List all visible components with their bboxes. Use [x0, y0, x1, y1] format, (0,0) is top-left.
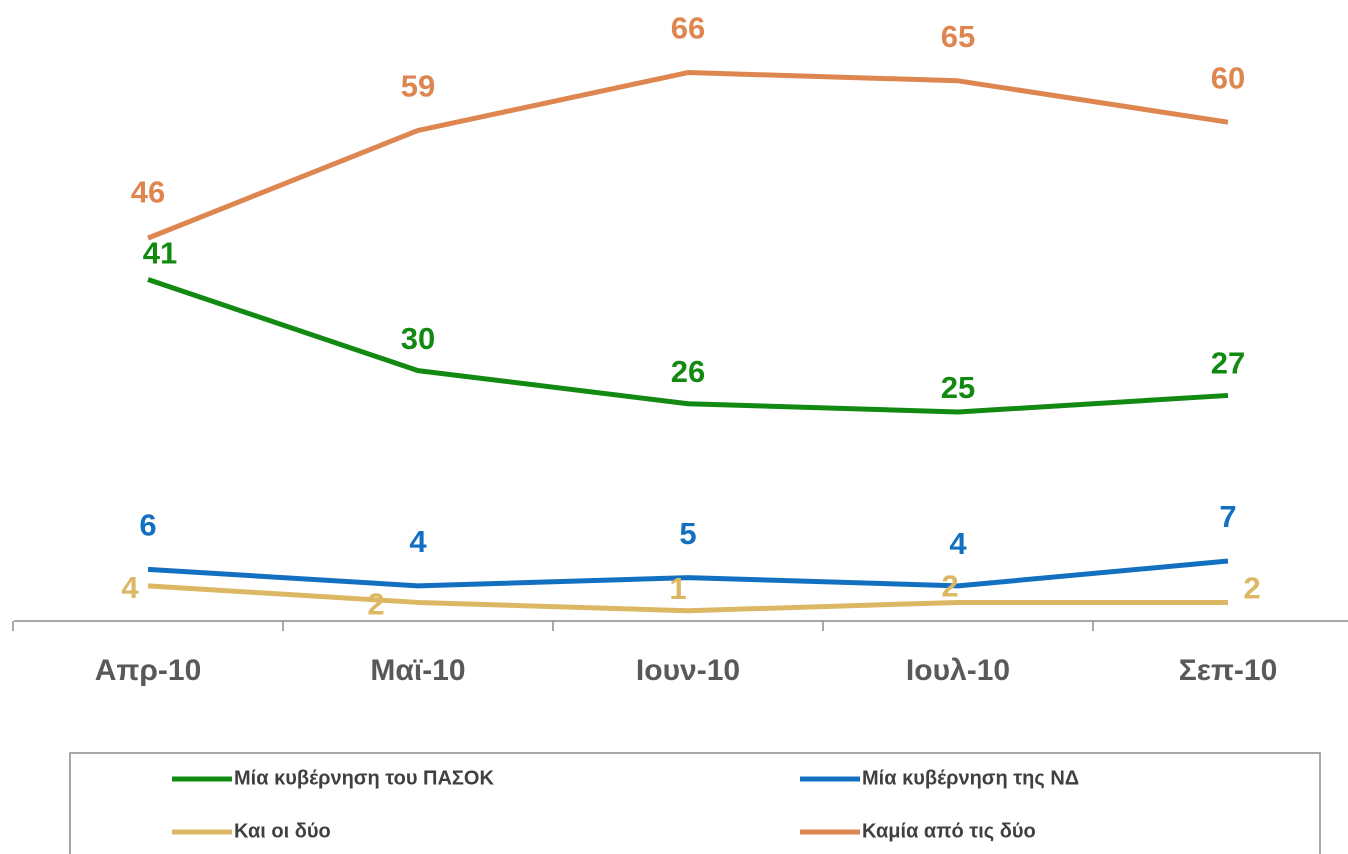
data-label: 1 — [669, 571, 686, 606]
line — [147, 70, 1229, 241]
data-label: 25 — [941, 370, 975, 405]
line — [147, 277, 1229, 415]
data-label: 30 — [401, 321, 435, 356]
x-tick-label: Ιουν-10 — [636, 654, 740, 687]
x-tick-label: Μαϊ-10 — [370, 654, 465, 687]
legend-label: Καμία από τις δύο — [862, 820, 1036, 842]
data-label: 26 — [671, 354, 705, 389]
data-label: 60 — [1211, 60, 1245, 95]
data-label: 4 — [949, 526, 967, 561]
data-label: 59 — [401, 69, 435, 104]
x-tick-label: Ιουλ-10 — [906, 654, 1010, 687]
x-tick-label: Σεπ-10 — [1179, 654, 1278, 687]
legend-label: Μία κυβέρνηση του ΠΑΣΟΚ — [234, 767, 494, 789]
data-label: 7 — [1219, 499, 1236, 534]
legend-box — [69, 752, 1321, 854]
data-label: 4 — [409, 524, 427, 559]
line — [147, 583, 1228, 614]
data-label: 41 — [143, 236, 177, 271]
data-label: 5 — [679, 516, 696, 551]
data-label: 46 — [131, 174, 165, 209]
data-label: 27 — [1211, 346, 1245, 381]
legend-label: Μία κυβέρνηση της ΝΔ — [862, 767, 1079, 789]
data-label: 4 — [121, 570, 139, 605]
data-label: 2 — [367, 587, 384, 622]
x-tick-label: Απρ-10 — [95, 654, 202, 687]
legend-label: Και οι δύο — [234, 820, 331, 842]
line — [147, 558, 1229, 589]
data-label: 65 — [941, 19, 975, 54]
data-label: 2 — [1243, 571, 1260, 606]
data-label: 66 — [671, 11, 705, 46]
data-label: 2 — [941, 569, 958, 604]
data-label: 6 — [139, 508, 156, 543]
